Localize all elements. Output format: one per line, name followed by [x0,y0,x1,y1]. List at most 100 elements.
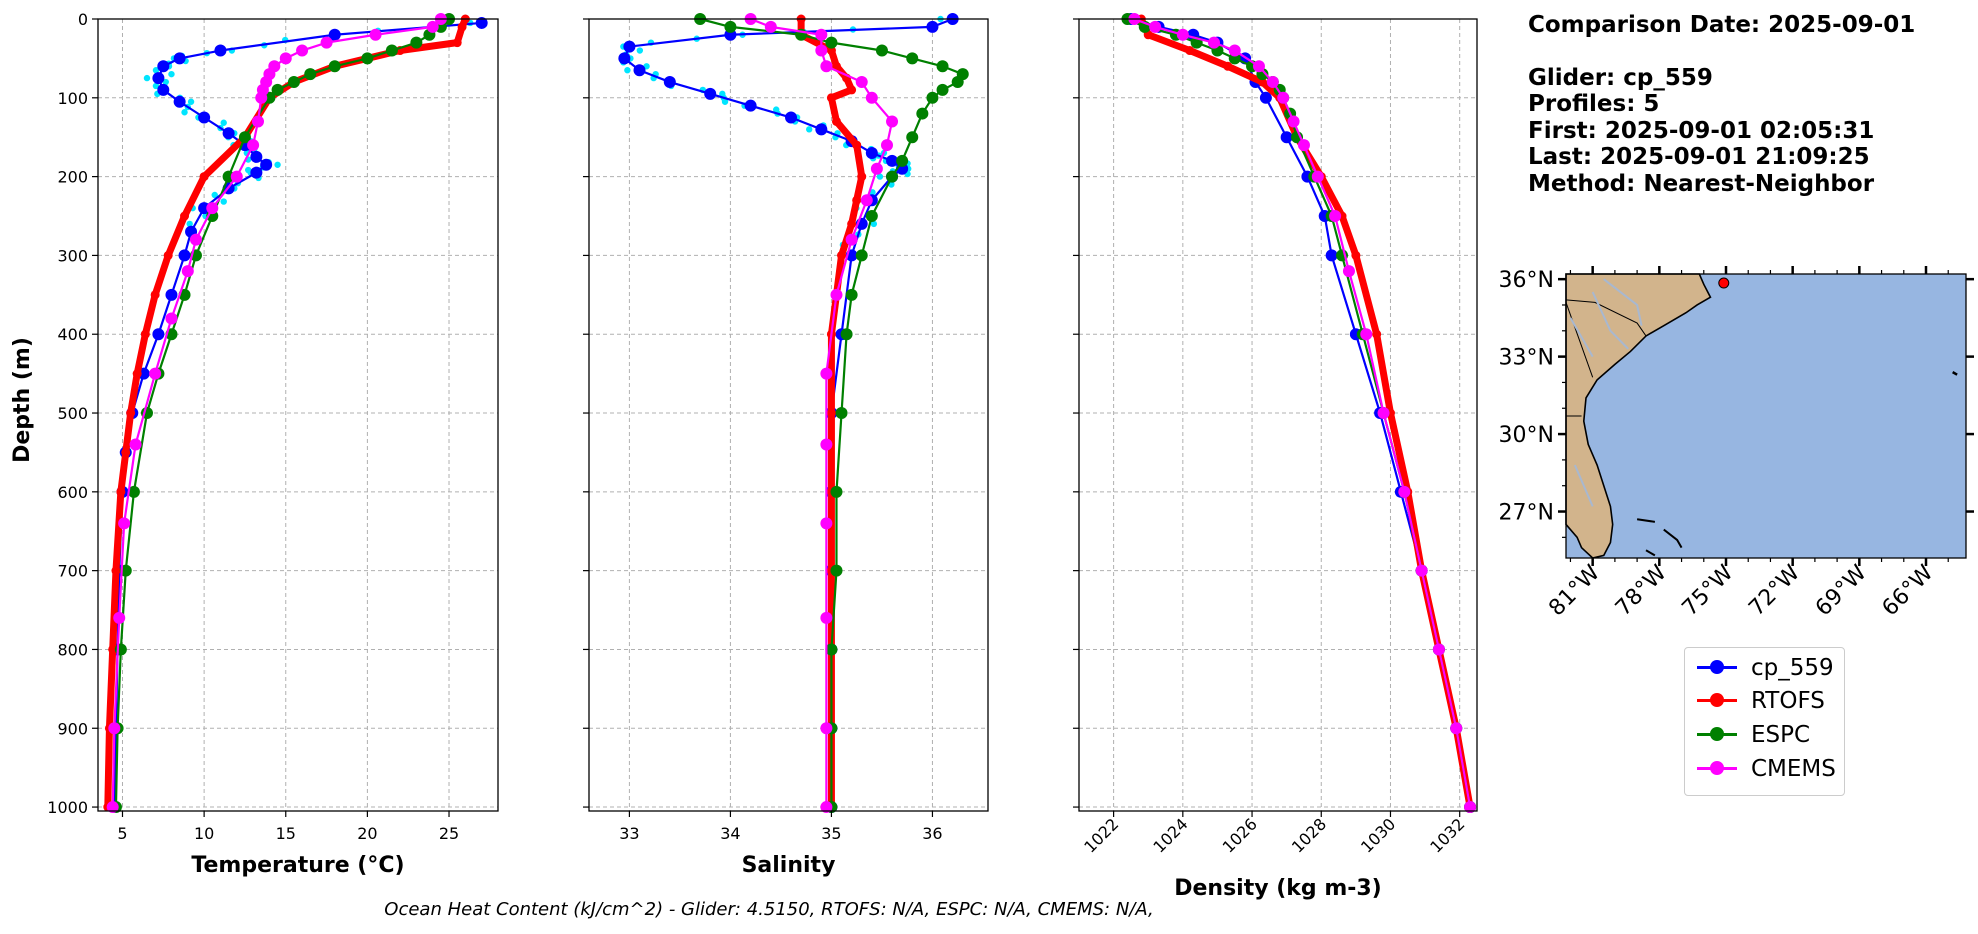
y-tick-label: 600 [57,483,88,502]
legend-marker [1710,693,1724,707]
series-point-cp559 [152,328,165,341]
glider-sample-point [636,47,644,54]
glider-sample-point [211,191,218,199]
series-point-cp559 [173,95,186,108]
series-point-espc [896,154,909,167]
series-point-cmems [1287,115,1300,128]
series-point-cmems [206,202,219,215]
series-point-cmems [1149,20,1162,33]
series-point-cmems [820,367,833,380]
legend-marker [1710,660,1724,674]
lat-label: 30°N [1499,423,1554,448]
x-tick-label: 1028 [1288,814,1330,856]
glider-sample-point [721,98,729,105]
series-point-cp559 [260,158,273,171]
island-outline [1663,528,1683,549]
series-point-rtofs [826,408,836,418]
series-point-espc [951,76,964,89]
legend-label: CMEMS [1751,756,1836,782]
series-point-rtofs [826,46,836,56]
series-point-cmems [1360,328,1373,341]
glider-sample-point [187,98,195,105]
series-point-rtofs [1257,77,1267,87]
y-tick-label: 200 [57,168,88,187]
series-point-cp559 [618,52,631,65]
lon-label: 75°W [1678,560,1739,621]
legend-marker [1710,727,1724,741]
series-point-rtofs [108,644,118,654]
footer-text: Ocean Heat Content (kJ/cm^2) - Glider: 4… [384,899,1154,920]
glider-sample-point [806,126,813,133]
series-point-cmems [880,139,893,152]
y-tick-label: 700 [57,562,88,581]
series-point-rtofs [163,250,173,260]
series-point-cp559 [222,127,235,140]
legend: cp_559 RTOFS ESPC CMEMS [1684,647,1845,796]
series-point-cmems [369,28,382,41]
bermuda-outline [1952,371,1958,376]
series-point-cmems [820,517,833,530]
x-tick-label: 10 [194,824,214,843]
island-outline [1645,549,1656,557]
legend-label: RTOFS [1751,688,1825,714]
series-point-espc [845,288,858,301]
x-tick-label: 36 [922,824,942,843]
lon-label: 72°W [1744,560,1805,621]
series-point-cmems [815,28,828,41]
x-tick-label: 1024 [1149,814,1191,856]
profile-panel-2: 33 34 35 36 Salinity [583,13,989,878]
series-point-cmems [860,194,873,207]
series-point-cmems [1464,801,1477,814]
series-point-rtofs [837,250,847,260]
axes-frame [1078,18,1478,812]
series-point-cmems [320,36,333,49]
series-point-espc [127,485,140,498]
series-point-cp559 [704,87,717,100]
series-point-cmems [1415,564,1428,577]
series-line-cp559 [113,21,482,808]
river-line [1591,291,1629,350]
series-point-cmems [820,801,833,814]
series-point-rtofs [457,22,467,32]
series-point-cp559 [744,99,757,112]
series-point-rtofs [1351,250,1361,260]
glider-location-map: 36°N 33°N 30°N 27°N 81°W 78°W 75°W 72°W 69°W 66°W [1499,266,1974,621]
series-point-cp559 [815,123,828,136]
series-point-espc [385,44,398,57]
series-point-rtofs [1223,61,1233,71]
series-point-cmems [1377,407,1390,420]
series-point-cp559 [865,146,878,159]
interpolation-method: Method: Nearest-Neighbor [1528,170,1875,197]
legend-marker [1710,761,1724,775]
ocean-heat-content-footer: Ocean Heat Content (kJ/cm^2) - Glider: 4… [0,899,1978,920]
series-point-cmems [1311,170,1324,183]
series-point-espc [825,36,838,49]
axes-frame [97,18,499,812]
series-point-rtofs [852,140,862,150]
series-point-espc [936,83,949,96]
glider-sample-point [220,198,227,205]
depth-axis-label: Depth (m) [10,337,35,463]
series-point-espc [287,76,300,89]
profile-panel-1: 0 100 200 300 400 500 600 700 800 900 1000 5 10 15 20 2… [47,10,499,878]
series-point-rtofs [150,290,160,300]
series-point-espc [410,36,423,49]
series-point-cmems [189,233,202,246]
series-point-cmems [1252,60,1265,73]
glider-sample-point [870,220,878,228]
series-point-cmems [247,139,260,152]
series-point-cp559 [623,40,636,53]
series-point-cp559 [214,44,227,57]
series-point-espc [865,210,878,223]
legend-item-rtofs: RTOFS [1693,687,1843,717]
x-tick-label: 15 [276,824,296,843]
series-point-rtofs [132,369,142,379]
series-point-cp559 [178,249,191,262]
y-tick-label: 900 [57,719,88,738]
series-point-espc [840,328,853,341]
series-point-rtofs [116,487,126,497]
series-point-cp559 [250,150,263,163]
series-point-espc [906,131,919,144]
series-point-espc [304,68,317,81]
series-point-cp559 [926,20,939,33]
